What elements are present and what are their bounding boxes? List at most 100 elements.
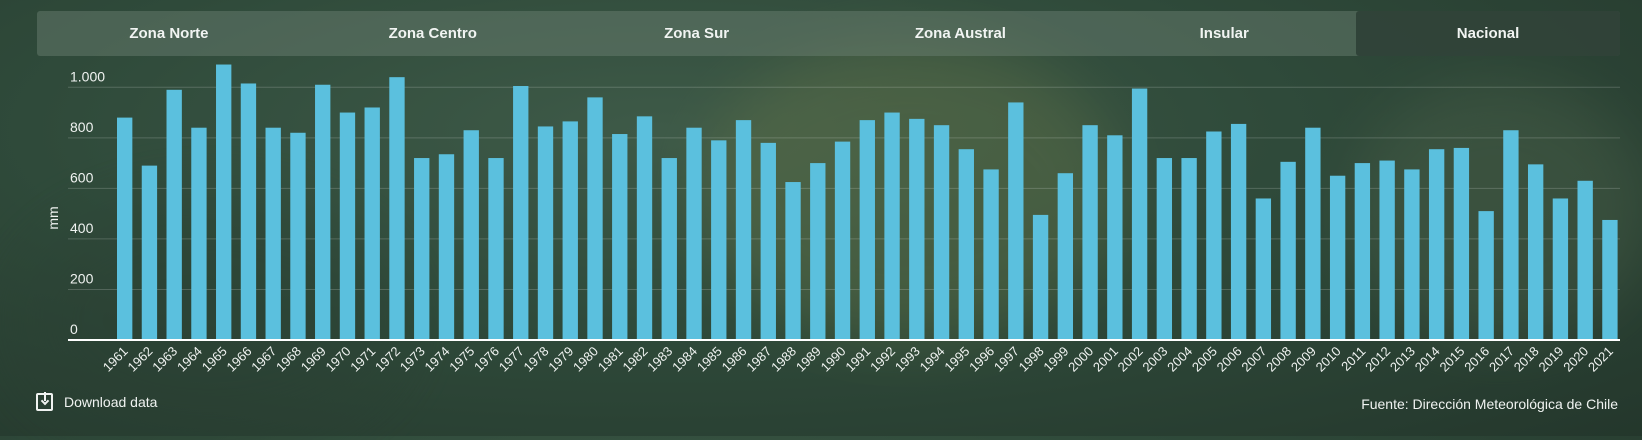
x-tick-label: 2003 <box>1139 344 1170 375</box>
x-tick-label: 2011 <box>1338 344 1368 374</box>
x-tick-label: 1995 <box>941 344 972 375</box>
region-tabs: Zona Norte Zona Centro Zona Sur Zona Austra… <box>37 11 1620 56</box>
x-tick-label: 1998 <box>1016 344 1047 375</box>
x-tick-label: 1992 <box>867 344 898 375</box>
x-tick-label: 1975 <box>446 344 477 375</box>
x-tick-label: 1997 <box>991 344 1022 375</box>
x-tick-label: 1993 <box>892 344 923 375</box>
bar <box>1404 169 1420 340</box>
x-tick-label: 2019 <box>1535 344 1566 375</box>
bar <box>1478 211 1494 340</box>
bar <box>1577 180 1593 340</box>
x-tick-label: 1979 <box>545 344 576 375</box>
x-tick-label: 1971 <box>347 344 378 375</box>
x-tick-label: 2010 <box>1313 344 1344 375</box>
bar <box>760 142 776 340</box>
bar <box>735 120 752 340</box>
x-tick-label: 1999 <box>1040 344 1071 375</box>
tab-zona-austral[interactable]: Zona Austral <box>914 25 1006 42</box>
tab-zona-sur[interactable]: Zona Sur <box>664 25 730 42</box>
x-tick-label: 1961 <box>100 344 131 375</box>
bar <box>315 84 331 340</box>
tab-nacional[interactable]: Nacional <box>1356 11 1620 56</box>
x-tick-label: 1966 <box>224 344 255 375</box>
x-tick-label: 1964 <box>174 344 205 375</box>
x-tick-label: 1984 <box>669 344 700 375</box>
bar <box>364 107 380 340</box>
x-tick-label: 2021 <box>1585 344 1616 375</box>
bar <box>339 112 356 340</box>
x-tick-label: 2001 <box>1090 344 1121 375</box>
x-tick-label: 2015 <box>1436 344 1467 375</box>
bar <box>636 116 653 340</box>
bar <box>1107 135 1123 340</box>
x-tick-label: 1965 <box>199 344 230 375</box>
y-tick-label: 0 <box>70 321 78 337</box>
download-icon <box>36 392 53 411</box>
x-tick-label: 1973 <box>397 344 428 375</box>
x-tick-label: 1994 <box>917 344 948 375</box>
tab-zona-centro[interactable]: Zona Centro <box>388 25 477 42</box>
tab-zona-norte[interactable]: Zona Norte <box>129 25 209 42</box>
bar <box>1552 198 1569 340</box>
x-tick-label: 1987 <box>743 344 774 375</box>
x-tick-label: 1980 <box>570 344 601 375</box>
bar <box>1602 219 1618 340</box>
x-tick-label: 1976 <box>471 344 502 375</box>
bar <box>1008 102 1024 340</box>
y-tick-label: 200 <box>70 270 94 286</box>
x-tick-label: 1969 <box>298 344 329 375</box>
bar <box>1131 88 1148 340</box>
x-tick-label: 2008 <box>1263 344 1294 375</box>
bar <box>513 86 529 340</box>
bar <box>711 140 727 340</box>
x-tick-label: 1991 <box>842 344 873 375</box>
x-tick-label: 1986 <box>719 344 750 375</box>
bar <box>1354 163 1371 340</box>
background-blur <box>20 200 400 440</box>
x-tick-label: 1985 <box>694 344 725 375</box>
bar <box>463 130 479 340</box>
x-tick-label: 2006 <box>1214 344 1245 375</box>
bar <box>1057 173 1074 340</box>
x-tick-label: 2018 <box>1511 344 1542 375</box>
x-tick-label: 1970 <box>323 344 354 375</box>
bar <box>587 97 603 340</box>
bar <box>562 121 578 341</box>
bar <box>1428 149 1445 340</box>
bar <box>612 134 628 340</box>
x-tick-label: 2016 <box>1461 344 1492 375</box>
bar <box>1032 214 1049 340</box>
x-tick-label: 1972 <box>372 344 403 375</box>
y-tick-label: 800 <box>70 119 94 135</box>
x-tick-label: 1982 <box>620 344 651 375</box>
bar <box>1206 131 1222 340</box>
x-tick-label: 2020 <box>1560 344 1591 375</box>
y-tick-label: 600 <box>70 169 94 185</box>
x-tick-label: 1978 <box>521 344 552 375</box>
bar <box>859 120 875 340</box>
bar <box>1156 158 1173 340</box>
x-tick-label: 1996 <box>966 344 997 375</box>
bar <box>810 163 826 340</box>
bar <box>834 141 851 340</box>
bar <box>216 64 232 340</box>
bar <box>958 149 974 340</box>
bar <box>1255 198 1272 340</box>
x-tick-label: 1983 <box>644 344 675 375</box>
bar <box>265 127 281 340</box>
bar <box>1503 130 1519 340</box>
y-tick-label: 400 <box>70 220 94 236</box>
x-tick-label: 1968 <box>273 344 304 375</box>
x-tick-label: 2009 <box>1288 344 1319 375</box>
x-tick-label: 1981 <box>595 344 626 375</box>
bar <box>240 83 257 341</box>
bar <box>1527 164 1544 340</box>
bar <box>1280 161 1296 340</box>
download-data-button[interactable]: Download data <box>36 392 158 411</box>
bar <box>537 126 554 340</box>
download-label: Download data <box>64 394 158 410</box>
bar <box>1305 127 1321 340</box>
tab-insular[interactable]: Insular <box>1199 25 1249 42</box>
bar <box>1082 125 1098 340</box>
